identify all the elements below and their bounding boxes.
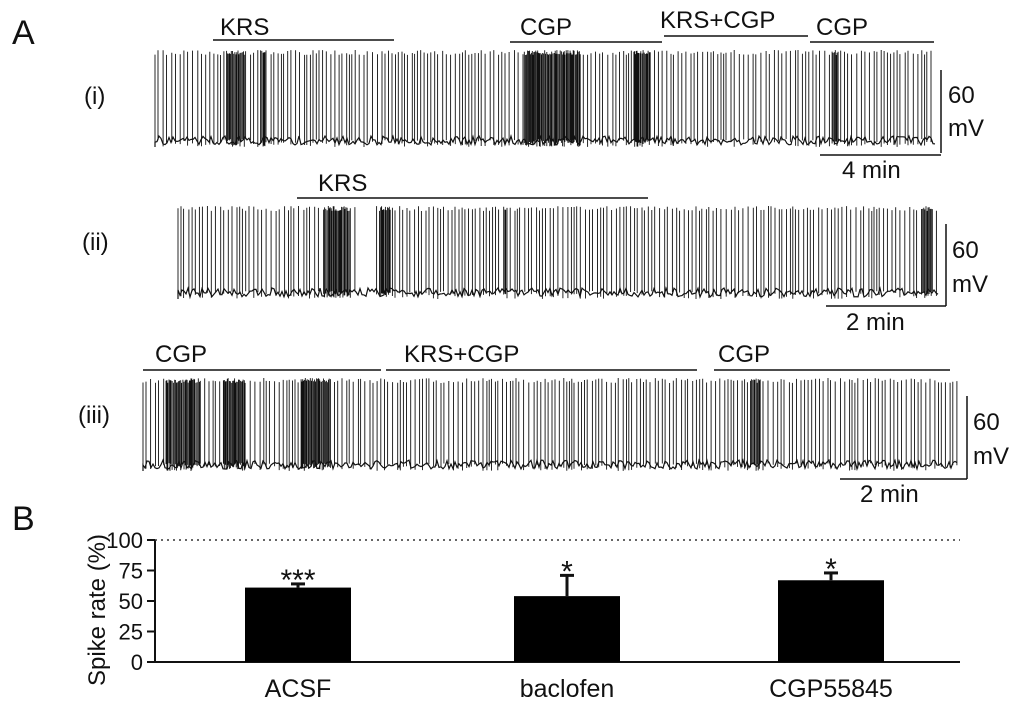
category-label-acsf: ACSF — [265, 675, 332, 703]
spike-train — [177, 206, 937, 299]
trace-i-group: (i) KRS CGP KRS+CGP CGP 60 mV 4 min — [84, 7, 984, 184]
baseline-noise — [154, 134, 936, 147]
significance-acsf: *** — [280, 564, 315, 597]
trace-ii-label: (ii) — [82, 229, 109, 256]
trace-iii-label: (iii) — [78, 402, 110, 429]
scale-voltage-value-iii: 60 — [973, 409, 1000, 436]
significance-cgp55845: * — [825, 553, 837, 586]
drug-bar-krs-ii-label: KRS — [318, 170, 367, 197]
scale-voltage-value-ii: 60 — [952, 237, 979, 264]
y-tick-label: 0 — [131, 650, 143, 675]
scale-time-iii: 2 min — [860, 481, 919, 508]
bar-chart: Spike rate (%) 0 25 50 75 100 *** ACSF * baclof… — [84, 528, 960, 703]
y-axis-title: Spike rate (%) — [84, 534, 111, 686]
category-label-baclofen: baclofen — [520, 675, 615, 703]
baseline-noise — [177, 286, 939, 300]
scale-voltage-unit-iii: mV — [973, 443, 1009, 470]
y-ticks: 0 25 50 75 100 — [106, 528, 155, 675]
scale-voltage-unit-i: mV — [948, 115, 984, 142]
bar-acsf — [245, 587, 351, 662]
bar-baclofen — [514, 596, 620, 662]
voltage-trace-i — [154, 50, 936, 147]
panel-b-letter: B — [12, 500, 35, 538]
baseline-noise — [142, 458, 958, 472]
spike-train — [154, 50, 932, 147]
scale-voltage-unit-ii: mV — [952, 271, 988, 298]
trace-iii-group: (iii) CGP KRS+CGP CGP 60 mV 2 min — [78, 341, 1009, 508]
scale-voltage-value-i: 60 — [948, 82, 975, 109]
drug-bar-cgp-2-iii-label: CGP — [718, 341, 770, 368]
y-tick-label: 100 — [106, 528, 143, 553]
y-tick-label: 75 — [119, 559, 143, 584]
drug-bar-cgp-iii-label: CGP — [155, 341, 207, 368]
panel-a-letter: A — [12, 14, 35, 52]
y-tick-label: 50 — [119, 589, 143, 614]
significance-baclofen: * — [561, 555, 573, 588]
drug-bar-krs-cgp-iii-label: KRS+CGP — [404, 341, 519, 368]
trace-i-label: (i) — [84, 83, 105, 110]
bars: *** ACSF * baclofen * CGP55845 — [245, 553, 893, 703]
y-tick-label: 25 — [119, 620, 143, 645]
scale-time-ii: 2 min — [846, 309, 905, 336]
drug-bar-krs-cgp-label: KRS+CGP — [660, 7, 775, 34]
drug-bar-cgp-label: CGP — [520, 14, 572, 41]
scale-time-i: 4 min — [842, 157, 901, 184]
drug-bar-krs-label: KRS — [220, 14, 269, 41]
trace-ii-group: (ii) KRS 60 mV 2 min — [82, 170, 988, 336]
voltage-trace-iii — [142, 378, 958, 472]
drug-bar-cgp-2-label: CGP — [816, 14, 868, 41]
spike-train — [142, 378, 958, 471]
voltage-trace-ii — [177, 206, 939, 300]
bar-cgp55845 — [778, 580, 884, 662]
category-label-cgp55845: CGP55845 — [769, 675, 893, 703]
